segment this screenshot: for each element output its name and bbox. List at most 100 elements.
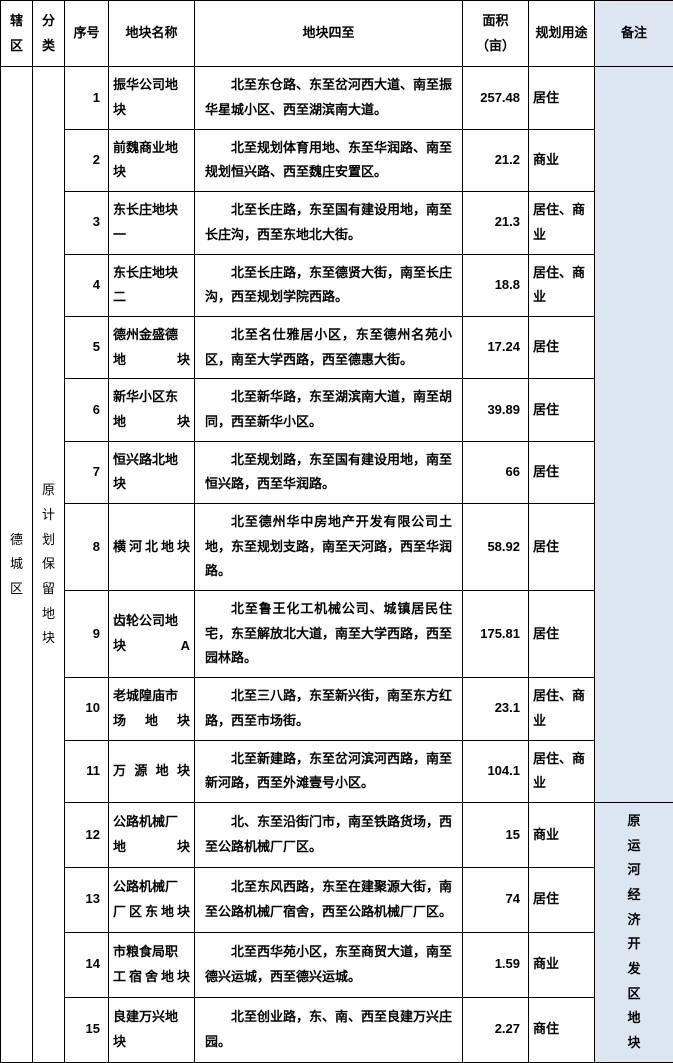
table-row: 10老城隍庙市场地块北至三八路，东至新兴街，南至东方红路，西至市场街。23.1居… [1, 678, 673, 740]
table-row: 5德州金盛德地块北至名仕雅居小区，东至德州名苑小区，南至大学西路，西至德惠大街。… [1, 316, 673, 378]
row-name: 万源地块 [109, 740, 195, 802]
row-no: 3 [65, 192, 109, 254]
table-row: 13公路机械厂厂区东地块北至东风西路，东至在建聚源大街，南至公路机械厂宿舍，西至… [1, 867, 673, 932]
row-no: 4 [65, 254, 109, 316]
row-area: 23.1 [463, 678, 529, 740]
row-name: 德州金盛德地块 [109, 316, 195, 378]
row-bounds: 北至新华路，东至湖滨南大道，南至胡同，西至新华小区。 [195, 379, 463, 441]
row-use: 居住 [529, 867, 595, 932]
row-use: 居住 [529, 316, 595, 378]
table-row: 9齿轮公司地块A北至鲁王化工机械公司、城镇居民住宅，东至解放北大道，南至大学西路… [1, 591, 673, 678]
row-no: 2 [65, 129, 109, 191]
row-area: 21.3 [463, 192, 529, 254]
row-area: 175.81 [463, 591, 529, 678]
row-use: 居住、商业 [529, 192, 595, 254]
row-area: 58.92 [463, 504, 529, 591]
row-use: 居住 [529, 379, 595, 441]
h-area-label: 面积（亩） [476, 13, 515, 53]
row-no: 15 [65, 997, 109, 1062]
row-name: 东长庄地块二 [109, 254, 195, 316]
table-row: 德城区原计划保留地块1振华公司地块北至东仓路、东至岔河西大道、南至振华星城小区、… [1, 67, 673, 129]
category-label: 原计划保留地块 [42, 478, 55, 651]
row-use: 商住 [529, 997, 595, 1062]
remark-blank [595, 67, 673, 803]
h-name: 地块名称 [109, 1, 195, 67]
row-bounds: 北至名仕雅居小区，东至德州名苑小区，南至大学西路，西至德惠大街。 [195, 316, 463, 378]
row-use: 商业 [529, 802, 595, 867]
row-name: 新华小区东地块 [109, 379, 195, 441]
row-bounds: 北、东至沿街门市，南至铁路货场，西至公路机械厂厂区。 [195, 802, 463, 867]
row-bounds: 北至长庄路，东至德贤大街，南至长庄沟，西至规划学院西路。 [195, 254, 463, 316]
row-use: 商业 [529, 129, 595, 191]
h-remark: 备注 [595, 1, 673, 67]
row-no: 10 [65, 678, 109, 740]
row-no: 6 [65, 379, 109, 441]
table-row: 3东长庄地块一北至长庄路，东至国有建设用地，南至长庄沟，西至东地北大街。21.3… [1, 192, 673, 254]
row-area: 17.24 [463, 316, 529, 378]
h-no-label: 序号 [73, 25, 99, 40]
row-use: 居住、商业 [529, 678, 595, 740]
h-area: 面积（亩） [463, 1, 529, 67]
row-name: 公路机械厂厂区东地块 [109, 867, 195, 932]
h-bounds-label: 地块四至 [302, 25, 354, 40]
table-row: 8横河北地块北至德州华中房地产开发有限公司土地，东至规划支路，南至天河路，西至华… [1, 504, 673, 591]
header-row: 辖区 分类 序号 地块名称 地块四至 面积（亩） 规划用途 备注 [1, 1, 673, 67]
row-no: 7 [65, 441, 109, 503]
land-table: 辖区 分类 序号 地块名称 地块四至 面积（亩） 规划用途 备注 德城区原计划保… [0, 0, 673, 1063]
h-region: 辖区 [1, 1, 33, 67]
row-no: 13 [65, 867, 109, 932]
row-bounds: 北至德州华中房地产开发有限公司土地，东至规划支路，南至天河路，西至华润路。 [195, 504, 463, 591]
row-area: 257.48 [463, 67, 529, 129]
table-row: 14市粮食局职工宿舍地块北至西华苑小区，东至商贸大道，南至德兴运城，西至德兴运城… [1, 932, 673, 997]
h-no: 序号 [65, 1, 109, 67]
table-row: 11万源地块北至新建路，东至岔河滨河西路，南至新河路，西至外滩壹号小区。104.… [1, 740, 673, 802]
row-bounds: 北至创业路，东、南、西至良建万兴庄园。 [195, 997, 463, 1062]
row-name: 良建万兴地块 [109, 997, 195, 1062]
h-region-label: 辖区 [10, 13, 23, 53]
row-no: 5 [65, 316, 109, 378]
row-bounds: 北至三八路，东至新兴街，南至东方红路，西至市场街。 [195, 678, 463, 740]
row-area: 2.27 [463, 997, 529, 1062]
row-area: 21.2 [463, 129, 529, 191]
row-use: 商业 [529, 932, 595, 997]
region-label: 德城区 [10, 528, 23, 602]
row-area: 39.89 [463, 379, 529, 441]
row-bounds: 北至规划体育用地、东至华润路、南至规划恒兴路、西至魏庄安置区。 [195, 129, 463, 191]
row-name: 市粮食局职工宿舍地块 [109, 932, 195, 997]
row-area: 66 [463, 441, 529, 503]
row-bounds: 北至东风西路，东至在建聚源大街，南至公路机械厂宿舍，西至公路机械厂厂区。 [195, 867, 463, 932]
row-no: 9 [65, 591, 109, 678]
row-bounds: 北至长庄路，东至国有建设用地，南至长庄沟，西至东地北大街。 [195, 192, 463, 254]
row-name: 恒兴路北地块 [109, 441, 195, 503]
row-use: 居住 [529, 591, 595, 678]
row-no: 8 [65, 504, 109, 591]
table-row: 6新华小区东地块北至新华路，东至湖滨南大道，南至胡同，西至新华小区。39.89居… [1, 379, 673, 441]
region-cell: 德城区 [1, 67, 33, 1062]
table-row: 2前魏商业地块北至规划体育用地、东至华润路、南至规划恒兴路、西至魏庄安置区。21… [1, 129, 673, 191]
row-name: 齿轮公司地块A [109, 591, 195, 678]
row-no: 14 [65, 932, 109, 997]
h-use-label: 规划用途 [535, 25, 587, 40]
row-use: 居住 [529, 504, 595, 591]
row-bounds: 北至鲁王化工机械公司、城镇居民住宅，东至解放北大道，南至大学西路，西至园林路。 [195, 591, 463, 678]
row-bounds: 北至东仓路、东至岔河西大道、南至振华星城小区、西至湖滨南大道。 [195, 67, 463, 129]
row-bounds: 北至西华苑小区，东至商贸大道，南至德兴运城，西至德兴运城。 [195, 932, 463, 997]
remark-cell: 原运河经济开发区地块 [595, 802, 673, 1062]
row-no: 12 [65, 802, 109, 867]
h-name-label: 地块名称 [125, 25, 177, 40]
row-name: 东长庄地块一 [109, 192, 195, 254]
row-area: 18.8 [463, 254, 529, 316]
row-no: 11 [65, 740, 109, 802]
row-use: 居住 [529, 441, 595, 503]
row-name: 前魏商业地块 [109, 129, 195, 191]
row-name: 振华公司地块 [109, 67, 195, 129]
row-use: 居住、商业 [529, 740, 595, 802]
row-name: 横河北地块 [109, 504, 195, 591]
row-use: 居住、商业 [529, 254, 595, 316]
row-no: 1 [65, 67, 109, 129]
table-row: 15良建万兴地块北至创业路，东、南、西至良建万兴庄园。2.27商住 [1, 997, 673, 1062]
table-row: 4东长庄地块二北至长庄路，东至德贤大街，南至长庄沟，西至规划学院西路。18.8居… [1, 254, 673, 316]
row-bounds: 北至规划路，东至国有建设用地，南至恒兴路，西至华润路。 [195, 441, 463, 503]
row-area: 104.1 [463, 740, 529, 802]
row-name: 公路机械厂地块 [109, 802, 195, 867]
